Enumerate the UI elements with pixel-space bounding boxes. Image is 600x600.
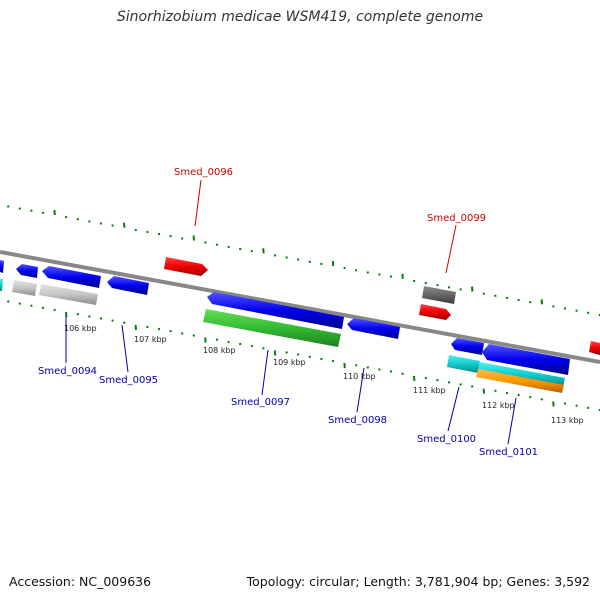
gene-label-smed-0101[interactable]: Smed_0101 — [479, 447, 538, 458]
map-title: Sinorhizobium medicae WSM419, complete g… — [116, 9, 484, 25]
kbp-label: 112 kbp — [482, 401, 515, 410]
gene-arrow-red-right[interactable] — [419, 304, 451, 320]
kbp-label: 111 kbp — [413, 386, 446, 395]
gene-arrow-blue-left-edge[interactable] — [0, 260, 4, 273]
gene-arrow-blue-small[interactable] — [451, 338, 484, 355]
gene-label-smed-0099[interactable]: Smed_0099 — [427, 213, 486, 224]
gene-box-smed-0101[interactable] — [476, 369, 564, 393]
kbp-label: 107 kbp — [134, 335, 167, 344]
outer-tick-row — [7, 205, 600, 317]
leader-smed-0100 — [447, 386, 460, 432]
gene-arrow-blue-long[interactable] — [207, 292, 344, 329]
kbp-label: 113 kbp — [551, 416, 584, 425]
genome-backbone — [0, 250, 600, 364]
gene-box-cyan-long[interactable] — [478, 362, 565, 387]
gene-box-smed-0094[interactable] — [12, 280, 37, 296]
gene-label-smed-0097[interactable]: Smed_0097 — [231, 397, 290, 408]
gene-label-smed-0100[interactable]: Smed_0100 — [417, 434, 476, 445]
leader-smed-0098 — [356, 367, 365, 413]
gene-box-smed-0099[interactable] — [422, 286, 456, 304]
inner-tick-row — [7, 300, 600, 412]
leader-smed-0095 — [121, 324, 129, 373]
gene-arrow-smed-0095[interactable] — [107, 276, 149, 295]
gene-box-smed-0100[interactable] — [447, 355, 480, 373]
gene-arrow-smed-0098[interactable] — [347, 318, 400, 339]
accession-text: Accession: NC_009636 — [9, 574, 152, 589]
gene-arrow-red-edge[interactable] — [589, 341, 600, 355]
gene-arrow-smed-0096[interactable] — [164, 257, 208, 276]
genome-summary-text: Topology: circular; Length: 3,781,904 bp… — [246, 574, 590, 589]
kbp-label: 109 kbp — [273, 358, 306, 367]
kbp-label: 108 kbp — [203, 346, 236, 355]
leader-smed-0099 — [445, 224, 457, 274]
gene-label-smed-0095[interactable]: Smed_0095 — [99, 375, 158, 386]
gene-label-smed-0098[interactable]: Smed_0098 — [328, 415, 387, 426]
gene-arrow-blue-right[interactable] — [482, 344, 570, 375]
gene-label-smed-0094[interactable]: Smed_0094 — [38, 366, 97, 377]
leader-smed-0101 — [507, 397, 517, 445]
kbp-label: 110 kbp — [343, 372, 376, 381]
gene-box-smed-0097[interactable] — [203, 309, 341, 347]
gene-arrow-blue-1[interactable] — [16, 264, 38, 278]
gene-arrow-blue-2[interactable] — [42, 266, 101, 288]
gene-label-smed-0096[interactable]: Smed_0096 — [174, 167, 233, 178]
leader-smed-0097 — [261, 349, 269, 396]
leader-smed-0096 — [194, 179, 202, 227]
gene-box-cyan-left-edge[interactable] — [0, 279, 3, 291]
kbp-label: 106 kbp — [64, 324, 97, 333]
gene-box-gray-2[interactable] — [39, 284, 98, 305]
